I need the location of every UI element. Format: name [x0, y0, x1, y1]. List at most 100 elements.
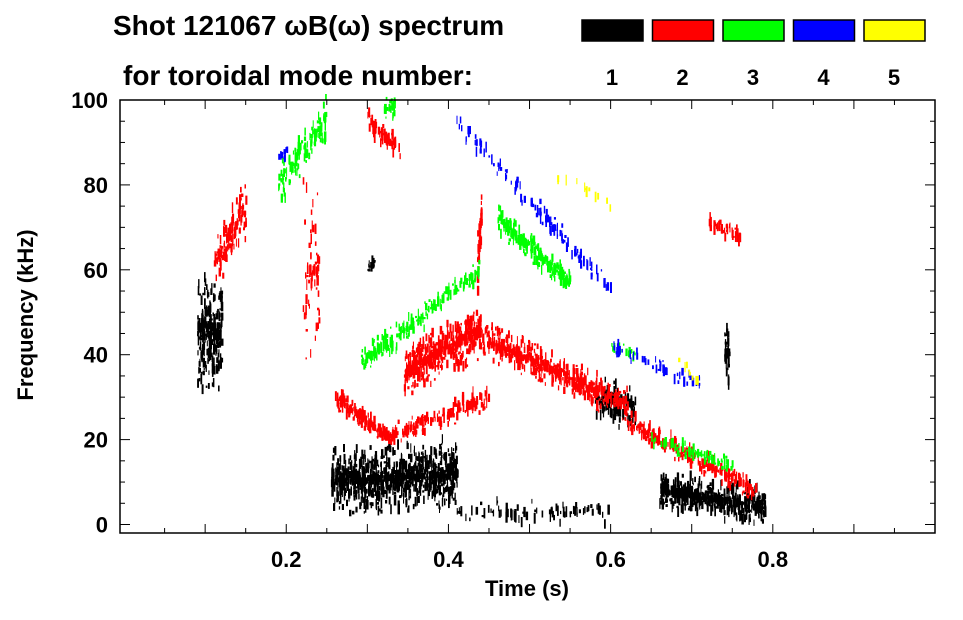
spectrum-point: [447, 421, 449, 427]
spectrum-point: [703, 457, 706, 465]
spectrum-point: [562, 377, 564, 381]
spectrum-point: [384, 328, 387, 340]
spectrum-point: [516, 346, 519, 351]
spectrum-point: [511, 355, 513, 359]
spectrum-point: [413, 468, 416, 471]
spectrum-point: [235, 221, 237, 228]
spectrum-point: [368, 459, 370, 469]
spectrum-point: [695, 451, 698, 455]
spectrum-point: [491, 154, 493, 165]
spectrum-point: [574, 381, 577, 393]
spectrum-point: [387, 471, 390, 475]
spectrum-point: [611, 343, 613, 347]
spectrum-point: [714, 504, 716, 508]
spectrum-point: [436, 465, 438, 468]
spectrum-point: [448, 453, 451, 457]
spectrum-point: [530, 250, 533, 259]
spectrum-point: [310, 209, 313, 215]
spectrum-point: [437, 417, 440, 422]
spectrum-point: [343, 491, 346, 501]
spectrum-point: [454, 463, 457, 473]
spectrum-point: [727, 334, 729, 345]
spectrum-point: [676, 446, 679, 455]
spectrum-point: [498, 337, 501, 344]
spectrum-point: [608, 400, 611, 409]
spectrum-point: [644, 431, 647, 441]
spectrum-point: [422, 460, 424, 468]
spectrum-point: [561, 230, 563, 241]
spectrum-point: [634, 410, 637, 422]
spectrum-point: [542, 359, 545, 365]
spectrum-point: [699, 463, 701, 472]
spectrum-point: [314, 279, 316, 287]
spectrum-point: [596, 264, 598, 275]
spectrum-point: [482, 333, 485, 343]
spectrum-point: [223, 225, 225, 235]
spectrum-point: [499, 330, 501, 341]
spectrum-point: [536, 205, 539, 215]
spectrum-point: [608, 404, 610, 408]
spectrum-point: [432, 366, 434, 369]
spectrum-point: [627, 397, 629, 403]
spectrum-point: [220, 322, 223, 329]
spectrum-point: [217, 342, 220, 348]
spectrum-point: [454, 422, 457, 425]
spectrum-point: [507, 508, 509, 518]
spectrum-point: [406, 433, 409, 438]
series-mode-3: [278, 94, 734, 472]
spectrum-point: [607, 407, 610, 415]
spectrum-point: [509, 218, 512, 229]
spectrum-point: [537, 379, 541, 382]
spectrum-point: [540, 247, 542, 253]
spectrum-point: [405, 350, 408, 358]
spectrum-point: [659, 363, 662, 371]
spectrum-point: [556, 222, 558, 231]
spectrum-point: [608, 384, 611, 387]
spectrum-point: [454, 471, 456, 480]
spectrum-point: [390, 445, 392, 453]
spectrum-point: [403, 384, 406, 392]
spectrum-point: [358, 409, 361, 415]
spectrum-point: [678, 457, 680, 462]
spectrum-point: [410, 443, 412, 453]
spectrum-point: [425, 351, 427, 356]
spectrum-point: [748, 504, 750, 514]
spectrum-point: [478, 321, 479, 329]
spectrum-point: [393, 464, 395, 475]
spectrum-point: [510, 347, 512, 352]
spectrum-point: [576, 507, 578, 515]
spectrum-point: [296, 152, 298, 161]
spectrum-point: [572, 364, 575, 375]
spectrum-point: [399, 480, 401, 484]
spectrum-point: [473, 321, 476, 327]
spectrum-point: [445, 346, 447, 357]
spectrum-point: [649, 437, 652, 442]
spectrum-point: [371, 264, 373, 269]
spectrum-point: [442, 356, 445, 360]
spectrum-point: [687, 495, 689, 505]
spectrum-point: [440, 421, 443, 427]
spectrum-point: [345, 409, 348, 420]
spectrum-point: [393, 450, 396, 455]
spectrum-point: [426, 465, 429, 474]
spectrum-point: [613, 380, 616, 385]
spectrum-point: [618, 424, 620, 430]
spectrum-point: [416, 356, 418, 363]
spectrum-point: [454, 321, 457, 332]
spectrum-point: [612, 397, 614, 406]
spectrum-point: [562, 239, 564, 244]
spectrum-point: [460, 338, 463, 346]
spectrum-point: [613, 392, 616, 402]
spectrum-point: [389, 348, 391, 357]
spectrum-point: [286, 167, 288, 177]
spectrum-point: [402, 469, 404, 479]
spectrum-point: [737, 234, 740, 238]
spectrum-point: [515, 230, 518, 240]
spectrum-point: [533, 359, 536, 366]
spectrum-point: [539, 214, 542, 224]
spectrum-point: [598, 409, 600, 413]
spectrum-point: [724, 478, 727, 482]
spectrum-point: [429, 481, 432, 491]
spectrum-point: [235, 238, 237, 247]
spectrum-point: [480, 329, 482, 338]
